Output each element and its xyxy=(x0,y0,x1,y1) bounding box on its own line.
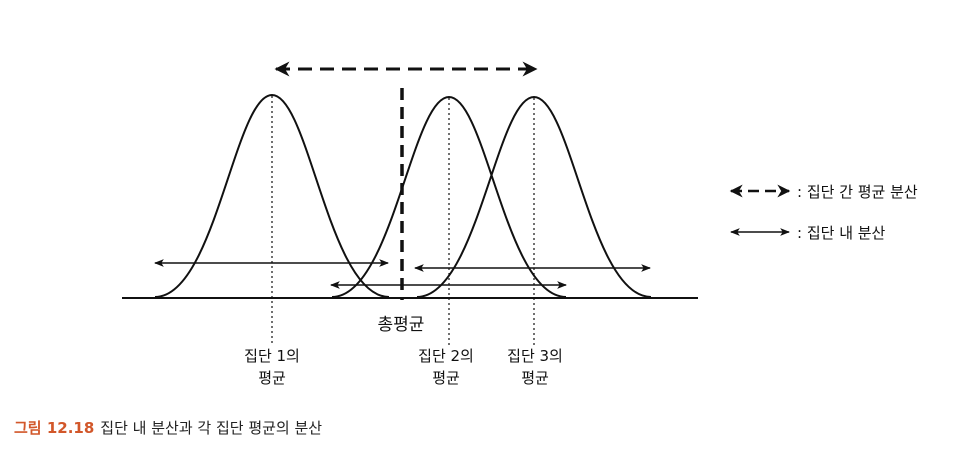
group-1-mean-label-line2: 평균 xyxy=(258,369,286,387)
group-2-curve xyxy=(331,95,567,298)
group-2-mean-label-line2: 평균 xyxy=(432,369,460,387)
legend-between-group-label: : 집단 간 평균 분산 xyxy=(797,183,918,201)
total-mean-label: 총평균 xyxy=(378,315,425,335)
group-1-curve xyxy=(154,93,390,298)
group-2-mean-label-line1: 집단 2의 xyxy=(418,347,474,365)
group-1-mean-label-line1: 집단 1의 xyxy=(244,347,300,365)
legend-within-group-label: : 집단 내 분산 xyxy=(797,224,886,242)
legend: : 집단 간 평균 분산 : 집단 내 분산 xyxy=(729,183,918,242)
group-3-mean-label-line2: 평균 xyxy=(521,369,549,387)
group-3-curve xyxy=(416,95,652,298)
figure-caption: 그림 12.18 집단 내 분산과 각 집단 평균의 분산 xyxy=(14,417,322,438)
figure-number: 그림 12.18 xyxy=(14,419,95,437)
group-3-mean-label-line1: 집단 3의 xyxy=(507,347,563,365)
figure-caption-text: 집단 내 분산과 각 집단 평균의 분산 xyxy=(100,419,323,437)
